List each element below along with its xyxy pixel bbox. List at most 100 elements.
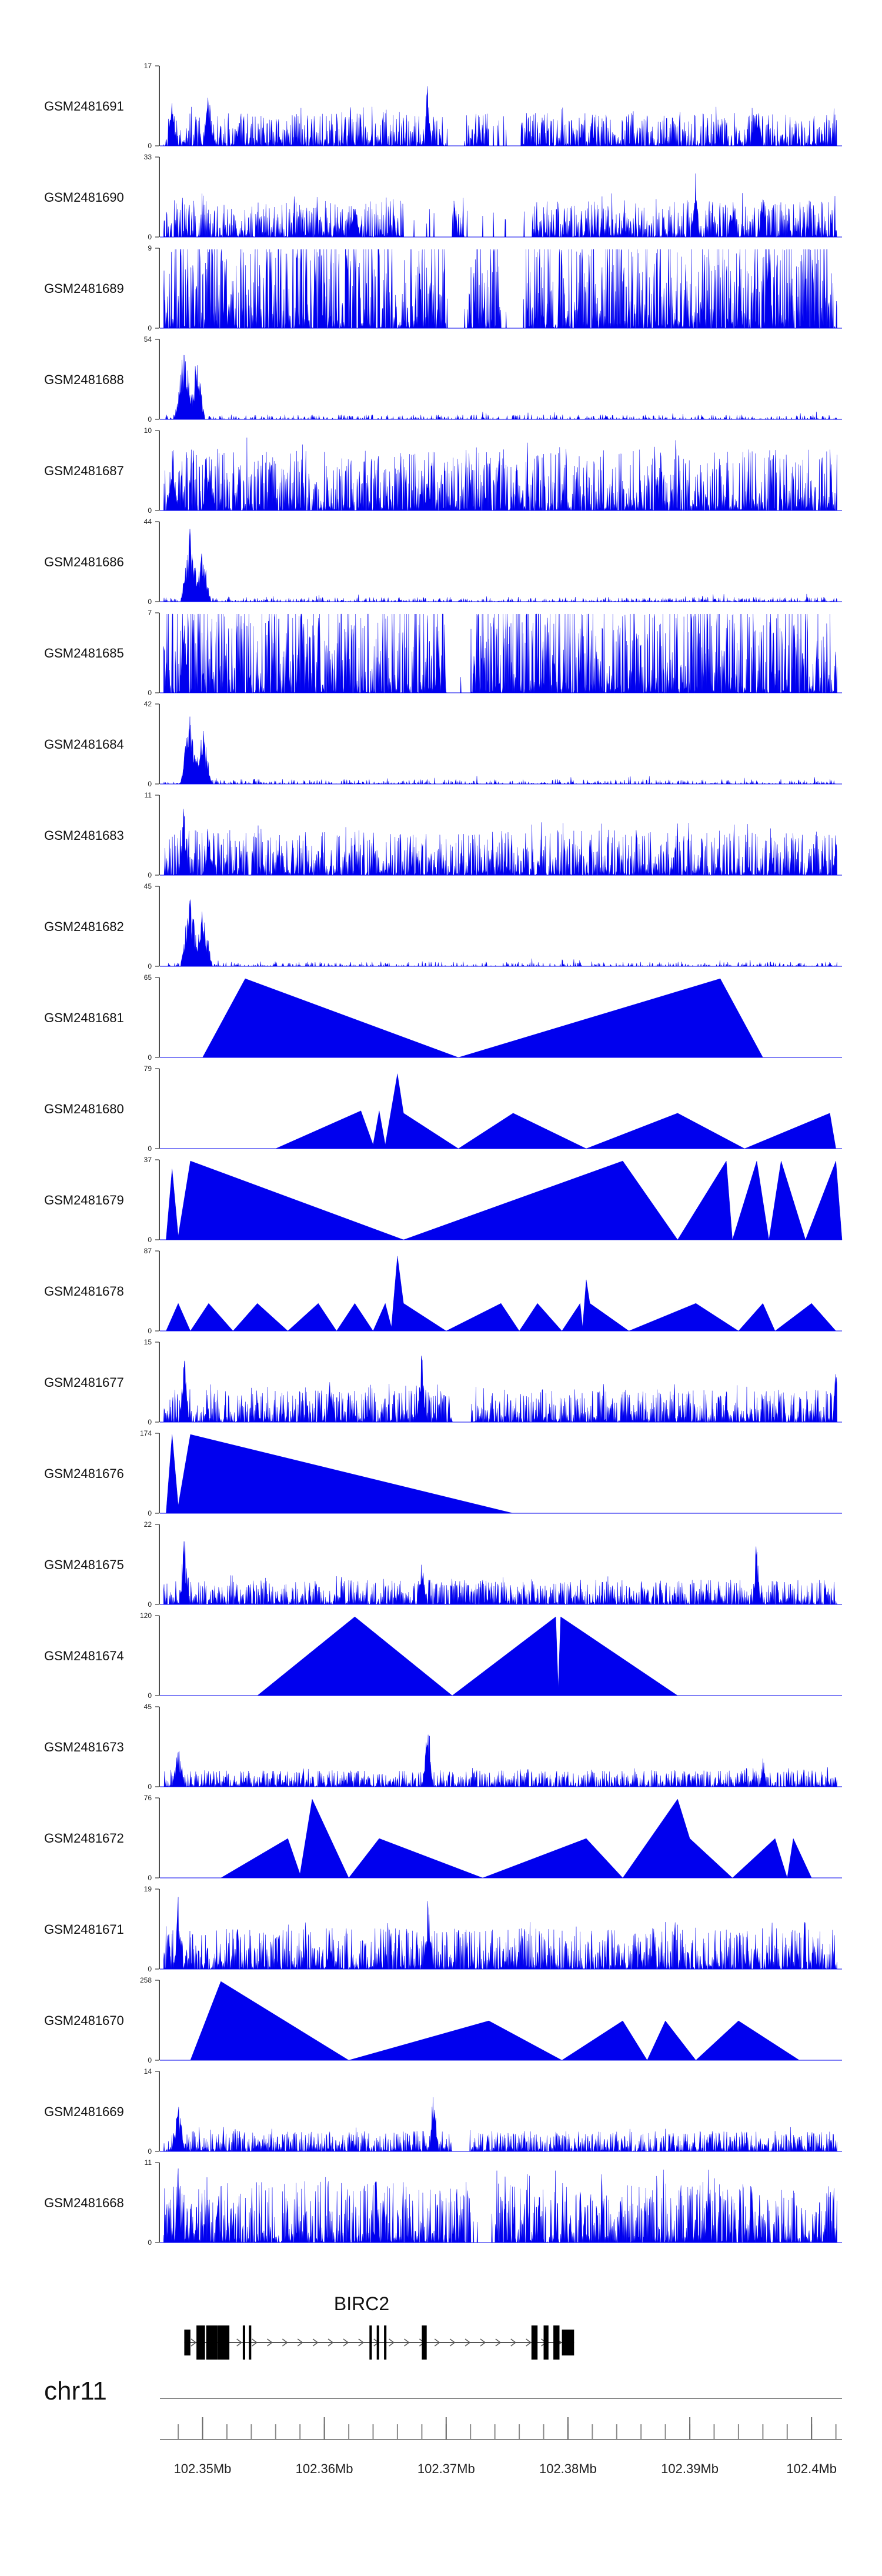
exon: [422, 2325, 427, 2360]
strand-arrow-icon: [328, 2338, 334, 2347]
y-max-label: 87: [144, 1247, 152, 1255]
y-max-label: 33: [144, 153, 152, 161]
coverage-area: [275, 1073, 836, 1149]
coverage-area: [202, 978, 763, 1058]
y-min-label: 0: [148, 2238, 152, 2247]
y-max-label: 120: [140, 1611, 152, 1620]
track-label: GSM2481669: [44, 2104, 124, 2119]
y-max-label: 42: [144, 700, 152, 708]
coverage-area: [166, 1256, 837, 1332]
track-label: GSM2481689: [44, 281, 124, 296]
coverage-area: [163, 716, 837, 785]
exon: [543, 2325, 549, 2360]
axis-ticks: 102.35Mb 102.36Mb 102.37Mb 102.38Mb 102.39Mb…: [174, 2417, 837, 2476]
strand-arrow-icon: [404, 2338, 410, 2347]
genome-axis: chr11 102.35Mb 102.36Mb 102.37Mb 102.38Mb 10…: [44, 2377, 842, 2476]
track-label: GSM2481691: [44, 99, 124, 114]
coverage-area: [163, 1734, 837, 1787]
track-label: GSM2481680: [44, 1102, 124, 1116]
y-min-label: 0: [148, 1236, 152, 1244]
track-GSM2481679: GSM2481679 37 0: [44, 1156, 843, 1244]
track-GSM2481690: GSM2481690 33 0: [44, 153, 842, 241]
track-GSM2481678: GSM2481678 87 0: [44, 1247, 842, 1335]
axis-tick-label: 102.37Mb: [417, 2461, 475, 2476]
track-label: GSM2481670: [44, 2013, 124, 2028]
y-min-label: 0: [148, 2147, 152, 2155]
track-GSM2481673: GSM2481673 45 0: [44, 1703, 842, 1791]
track-GSM2481669: GSM2481669 14 0: [44, 2067, 842, 2155]
track-label: GSM2481671: [44, 1922, 124, 1937]
y-max-label: 11: [145, 2158, 152, 2167]
track-label: GSM2481681: [44, 1010, 124, 1025]
y-max-label: 37: [144, 1156, 152, 1164]
coverage-area: [220, 1798, 812, 1878]
strand-arrow-icon: [343, 2338, 349, 2347]
strand-arrow-icon: [526, 2338, 532, 2347]
y-min-label: 0: [148, 962, 152, 970]
coverage-area: [166, 1434, 513, 1514]
axis-tick-label: 102.39Mb: [661, 2461, 719, 2476]
coverage-area: [163, 173, 837, 238]
y-max-label: 22: [144, 1520, 152, 1529]
track-GSM2481691: GSM2481691 17 0: [44, 62, 842, 150]
strand-arrow-icon: [191, 2338, 197, 2347]
strand-arrow-icon: [465, 2338, 471, 2347]
y-min-label: 0: [148, 415, 152, 423]
exon: [184, 2330, 191, 2355]
strand-arrow-icon: [358, 2338, 365, 2347]
track-label: GSM2481679: [44, 1193, 124, 1207]
axis-tick-label: 102.4Mb: [786, 2461, 837, 2476]
exon: [217, 2325, 230, 2360]
y-min-label: 0: [148, 1509, 152, 1517]
track-label: GSM2481672: [44, 1831, 124, 1846]
y-min-label: 0: [148, 871, 152, 879]
track-GSM2481671: GSM2481671 19 0: [44, 1885, 842, 1973]
track-label: GSM2481674: [44, 1649, 124, 1663]
axis-tick-label: 102.38Mb: [539, 2461, 597, 2476]
strand-arrow-icon: [434, 2338, 440, 2347]
exon: [376, 2325, 379, 2360]
strand-arrow-icon: [312, 2338, 319, 2347]
gene-model: BIRC2: [184, 2293, 574, 2360]
coverage-area: [163, 613, 837, 693]
track-GSM2481668: GSM2481668 11 0: [44, 2158, 842, 2247]
gene-label: BIRC2: [334, 2293, 389, 2314]
track-label: GSM2481687: [44, 463, 124, 478]
track-label: GSM2481682: [44, 919, 124, 934]
track-label: GSM2481688: [44, 372, 124, 387]
track-GSM2481688: GSM2481688 54 0: [44, 335, 842, 423]
coverage-area: [166, 1160, 843, 1240]
y-min-label: 0: [148, 233, 152, 241]
track-label: GSM2481677: [44, 1375, 124, 1390]
strand-arrow-icon: [495, 2338, 502, 2347]
strand-arrow-icon: [252, 2338, 258, 2347]
y-max-label: 15: [144, 1338, 152, 1346]
track-label: GSM2481686: [44, 555, 124, 569]
track-GSM2481683: GSM2481683 11 0: [44, 791, 842, 879]
y-max-label: 17: [144, 62, 152, 70]
track-label: GSM2481690: [44, 190, 124, 205]
coverage-area: [163, 529, 837, 602]
track-GSM2481686: GSM2481686 44 0: [44, 518, 842, 606]
y-max-label: 174: [140, 1429, 152, 1437]
track-label: GSM2481683: [44, 828, 124, 843]
coverage-area: [257, 1616, 679, 1696]
y-min-label: 0: [148, 780, 152, 788]
y-min-label: 0: [148, 1874, 152, 1882]
track-GSM2481680: GSM2481680 79 0: [44, 1065, 842, 1153]
y-min-label: 0: [148, 2056, 152, 2064]
track-GSM2481675: GSM2481675 22 0: [44, 1520, 842, 1609]
track-GSM2481670: GSM2481670 258 0: [44, 1976, 842, 2064]
exon: [196, 2325, 205, 2360]
strand-arrow-icon: [389, 2338, 395, 2347]
exon: [562, 2330, 574, 2355]
track-GSM2481684: GSM2481684 42 0: [44, 700, 842, 788]
track-label: GSM2481685: [44, 646, 124, 660]
track-GSM2481689: GSM2481689 9 0: [44, 244, 842, 332]
y-max-label: 65: [144, 973, 152, 982]
track-label: GSM2481684: [44, 737, 124, 752]
strand-arrow-icon: [480, 2338, 486, 2347]
coverage-area: [163, 1541, 837, 1605]
track-GSM2481672: GSM2481672 76 0: [44, 1794, 842, 1882]
y-max-label: 10: [144, 426, 152, 435]
